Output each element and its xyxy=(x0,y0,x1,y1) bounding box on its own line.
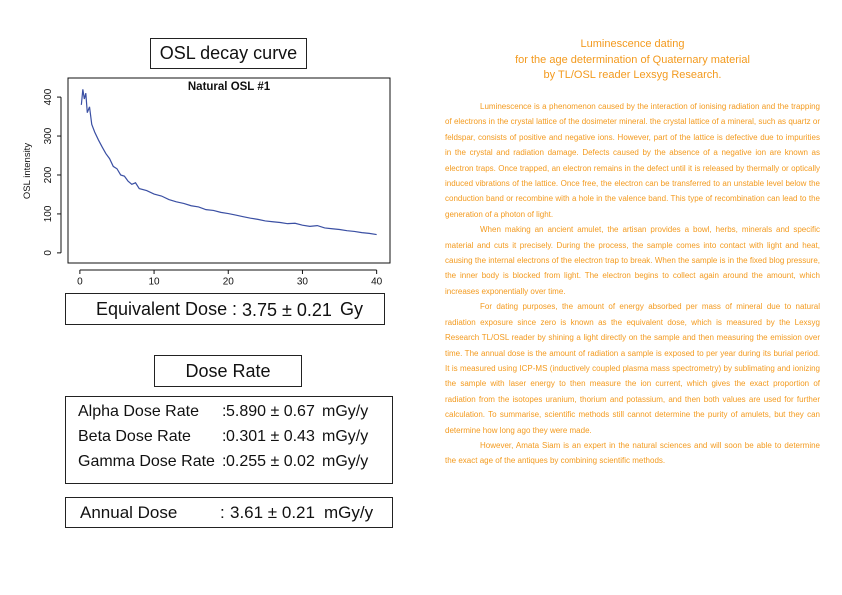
rate-value: 5.890 ± 0.67 xyxy=(226,403,315,420)
rate-value: 0.255 ± 0.02 xyxy=(226,453,315,470)
y-tick-label: 200 xyxy=(43,166,54,183)
separator: : xyxy=(222,428,227,445)
article-title: Luminescence dating for the age determina… xyxy=(445,37,820,84)
paragraph: Luminescence is a phenomenon caused by t… xyxy=(445,102,820,219)
separator: : xyxy=(222,453,227,470)
annual-dose-box: Annual Dose : 3.61 ± 0.21 mGy/y xyxy=(65,497,393,528)
equivalent-dose-box: Equivalent Dose : 3.75 ± 0.21 Gy xyxy=(65,293,385,325)
paragraph: When making an ancient amulet, the artis… xyxy=(445,225,820,296)
article-body: Luminescence is a phenomenon caused by t… xyxy=(445,99,820,469)
title-line: by TL/OSL reader Lexsyg Research. xyxy=(543,69,722,81)
y-tick-label: 100 xyxy=(43,205,54,222)
rate-value: 0.301 ± 0.43 xyxy=(226,428,315,445)
paragraph: However, Amata Siam is an expert in the … xyxy=(445,440,820,466)
rate-label: Gamma Dose Rate xyxy=(78,453,215,470)
rate-label: Alpha Dose Rate xyxy=(78,403,199,420)
y-tick-label: 300 xyxy=(43,127,54,144)
rate-label: Beta Dose Rate xyxy=(78,428,191,445)
unit: mGy/y xyxy=(324,503,374,522)
x-tick-label: 10 xyxy=(149,277,161,288)
x-tick-label: 20 xyxy=(223,277,235,288)
plot-frame xyxy=(67,77,391,264)
unit: Gy xyxy=(340,299,364,319)
separator: : xyxy=(220,503,225,522)
label: Annual Dose xyxy=(80,503,178,522)
rate-unit: mGy/y xyxy=(322,428,369,445)
dose-rate-box: Alpha Dose Rate:5.890 ± 0.67 mGy/y Beta Do… xyxy=(65,396,393,484)
chart-title: Natural OSL #1 xyxy=(188,81,271,93)
label: Equivalent Dose xyxy=(96,299,228,319)
paragraph: For dating purposes, the amount of energ… xyxy=(445,302,820,435)
rate-unit: mGy/y xyxy=(322,453,369,470)
value: 3.75 ± 0.21 xyxy=(242,300,332,320)
y-axis-label: OSL intensity xyxy=(22,143,33,199)
value: 3.61 ± 0.21 xyxy=(230,503,315,522)
x-tick-label: 40 xyxy=(371,277,383,288)
separator: : xyxy=(232,299,238,319)
rate-unit: mGy/y xyxy=(322,403,369,420)
y-tick-label: 400 xyxy=(43,88,54,105)
x-tick-label: 30 xyxy=(297,277,309,288)
title-line: for the age determination of Quaternary … xyxy=(515,53,750,66)
data-line xyxy=(80,89,377,236)
chart-heading: OSL decay curve xyxy=(150,38,307,69)
chart: Natural OSL #1 OSL intensity 0 10 20 30 4001… xyxy=(22,77,391,288)
title-line: Luminescence dating xyxy=(580,38,685,50)
separator: : xyxy=(222,403,227,420)
dose-rate-heading: Dose Rate xyxy=(154,355,302,387)
y-tick-label: 0 xyxy=(43,250,54,256)
x-tick-label: 0 xyxy=(77,277,83,288)
